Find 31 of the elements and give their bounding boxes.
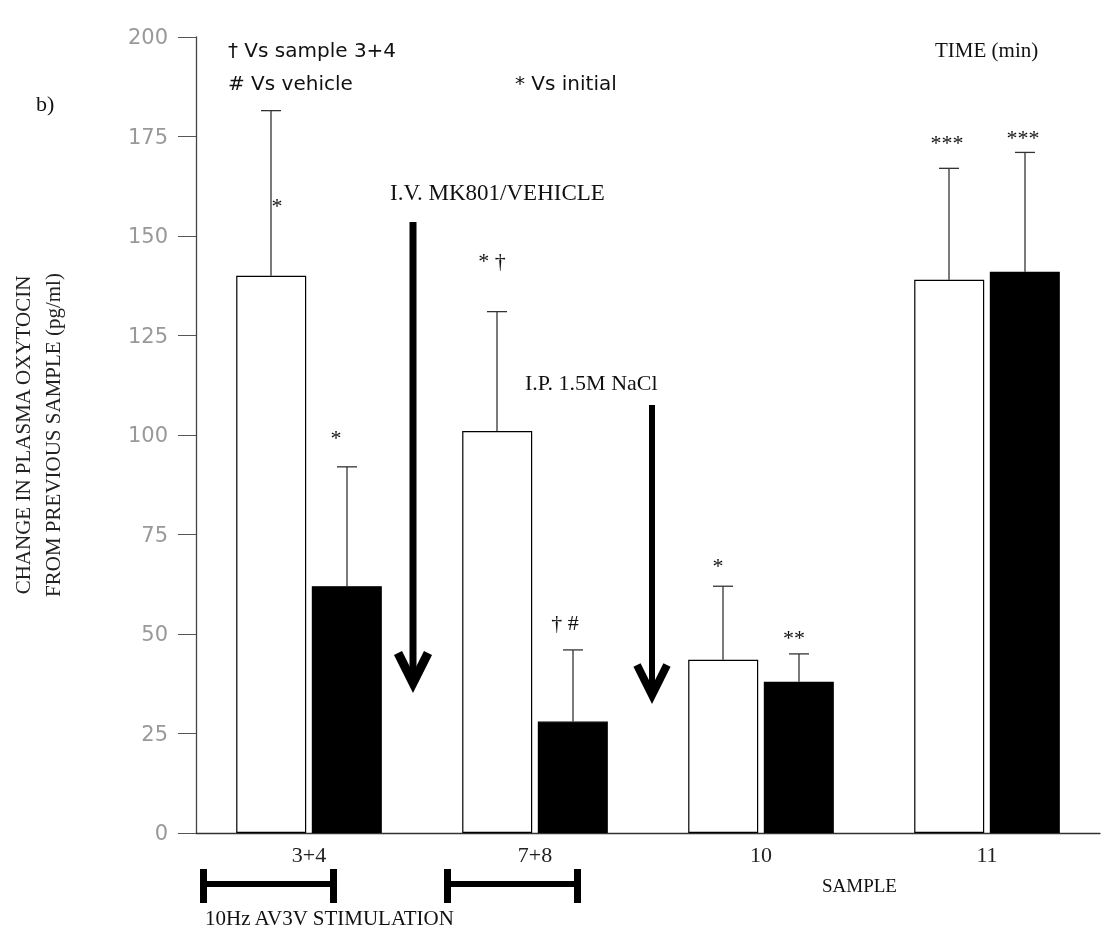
annotation: TIME (min) (935, 38, 1039, 62)
y-axis-title: CHANGE IN PLASMA OXYTOCIN FROM PREVIOUS SAMPLE (pg/ml) (11, 273, 65, 597)
x-axis-title: SAMPLE (822, 874, 897, 896)
y-tick-label: 175 (127, 124, 168, 149)
y-tick-label: 125 (127, 323, 168, 348)
annotation: I.P. 1.5M NaCl (525, 369, 658, 395)
y-tick-label: 0 (154, 821, 168, 845)
x-tick-label: 3+4 (291, 841, 327, 867)
annotation: *** (930, 129, 964, 155)
y-tick-label: 200 (127, 25, 168, 49)
annotation: * Vs initial (515, 71, 617, 95)
annotation: † # (551, 609, 579, 635)
annotation: *** (1006, 124, 1040, 150)
text: 10Hz AV3V STIMULATION (205, 906, 454, 930)
annotation: * (271, 192, 283, 218)
text: b) (36, 90, 55, 116)
annotation: ** (783, 624, 805, 650)
annotation: † Vs sample 3+4 (228, 38, 397, 62)
y-tick-label: 100 (127, 423, 168, 447)
x-tick-label: 7+8 (517, 841, 553, 867)
annotation: I.V. MK801/VEHICLE (390, 179, 605, 205)
y-tick-label: 75 (141, 522, 168, 547)
y-tick-label: 150 (127, 224, 168, 248)
annotation: * (712, 552, 724, 578)
y-tick-label: 50 (141, 622, 168, 646)
annotation: * (330, 424, 342, 450)
annotation: # Vs vehicle (228, 71, 353, 95)
annotation: * † (478, 247, 506, 273)
y-tick-label: 25 (141, 721, 168, 746)
x-tick-label: 11 (976, 841, 998, 867)
x-tick-label: 10 (750, 841, 772, 867)
